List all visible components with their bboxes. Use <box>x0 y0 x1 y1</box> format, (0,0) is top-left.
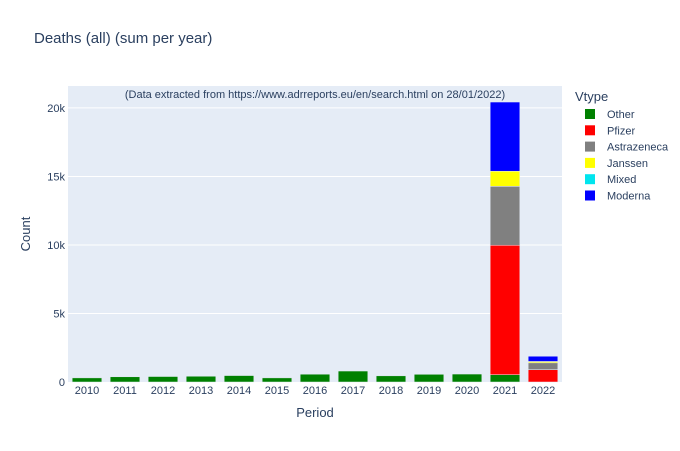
bar-segment-other-2014 <box>223 375 255 383</box>
x-tick-label: 2016 <box>303 385 327 397</box>
x-tick-label: 2017 <box>341 385 365 397</box>
y-tick-label: 15k <box>47 171 65 183</box>
x-tick-label: 2015 <box>265 385 289 397</box>
legend-label-mixed: Mixed <box>607 174 636 186</box>
y-axis-ticks: 0 5k 10k 15k 20k <box>47 103 65 389</box>
y-tick-label: 20k <box>47 103 65 115</box>
bar-segment-other-2010 <box>71 377 103 383</box>
bar-segment-astrazeneca-2022 <box>527 362 559 370</box>
bar-segment-other-2019 <box>413 374 445 383</box>
x-tick-label: 2021 <box>493 385 517 397</box>
legend: Other Pfizer Astrazeneca Janssen Mixed Modern… <box>585 109 669 203</box>
legend-label-janssen: Janssen <box>607 158 648 170</box>
x-tick-label: 2019 <box>417 385 441 397</box>
bar-segment-other-2011 <box>109 376 141 383</box>
bar-segment-other-2016 <box>299 373 331 383</box>
legend-swatch-other <box>585 109 595 119</box>
plot-area <box>68 86 562 382</box>
legend-label-astrazeneca: Astrazeneca <box>607 142 669 154</box>
bar-segment-moderna-2021 <box>489 101 521 172</box>
bars <box>71 101 559 383</box>
x-tick-label: 2014 <box>227 385 251 397</box>
legend-swatch-astrazeneca <box>585 141 595 152</box>
bar-segment-janssen-2021 <box>489 170 521 187</box>
y-axis-title: Count <box>18 216 33 251</box>
bar-segment-other-2017 <box>337 370 369 383</box>
y-tick-label: 10k <box>47 240 65 252</box>
legend-label-other: Other <box>607 109 635 121</box>
bar-segment-other-2020 <box>451 373 483 383</box>
legend-swatch-mixed <box>585 174 595 185</box>
bar-segment-pfizer-2021 <box>489 244 521 375</box>
legend-label-pfizer: Pfizer <box>607 125 635 137</box>
x-tick-label: 2018 <box>379 385 403 397</box>
gridlines <box>68 107 562 314</box>
x-axis-title: Period <box>296 405 334 420</box>
bar-segment-other-2013 <box>185 375 217 383</box>
bar-segment-other-2012 <box>147 376 179 383</box>
legend-swatch-moderna <box>585 190 595 201</box>
bar-segment-other-2015 <box>261 377 293 383</box>
legend-swatch-pfizer <box>585 125 595 136</box>
x-tick-label: 2022 <box>531 385 555 397</box>
legend-label-moderna: Moderna <box>607 191 651 203</box>
legend-swatch-janssen <box>585 157 595 168</box>
x-tick-label: 2012 <box>151 385 175 397</box>
source-annotation: (Data extracted from https://www.adrrepo… <box>125 89 505 101</box>
x-tick-label: 2010 <box>75 385 99 397</box>
bar-segment-astrazeneca-2021 <box>489 186 521 246</box>
x-tick-label: 2020 <box>455 385 479 397</box>
y-tick-label: 5k <box>53 308 65 320</box>
bar-segment-other-2018 <box>375 375 407 383</box>
legend-title: Vtype <box>575 89 608 104</box>
bar-segment-pfizer-2022 <box>527 369 559 383</box>
x-tick-label: 2013 <box>189 385 213 397</box>
x-axis-ticks: 2010 2011 2012 2013 2014 2015 2016 2017 2018 2019… <box>75 385 555 397</box>
chart-title: Deaths (all) (sum per year) <box>34 30 212 47</box>
bar-segment-other-2021 <box>489 374 521 383</box>
x-tick-label: 2011 <box>113 385 137 397</box>
bar-segment-moderna-2022 <box>527 355 559 362</box>
y-tick-label: 0 <box>59 377 65 389</box>
